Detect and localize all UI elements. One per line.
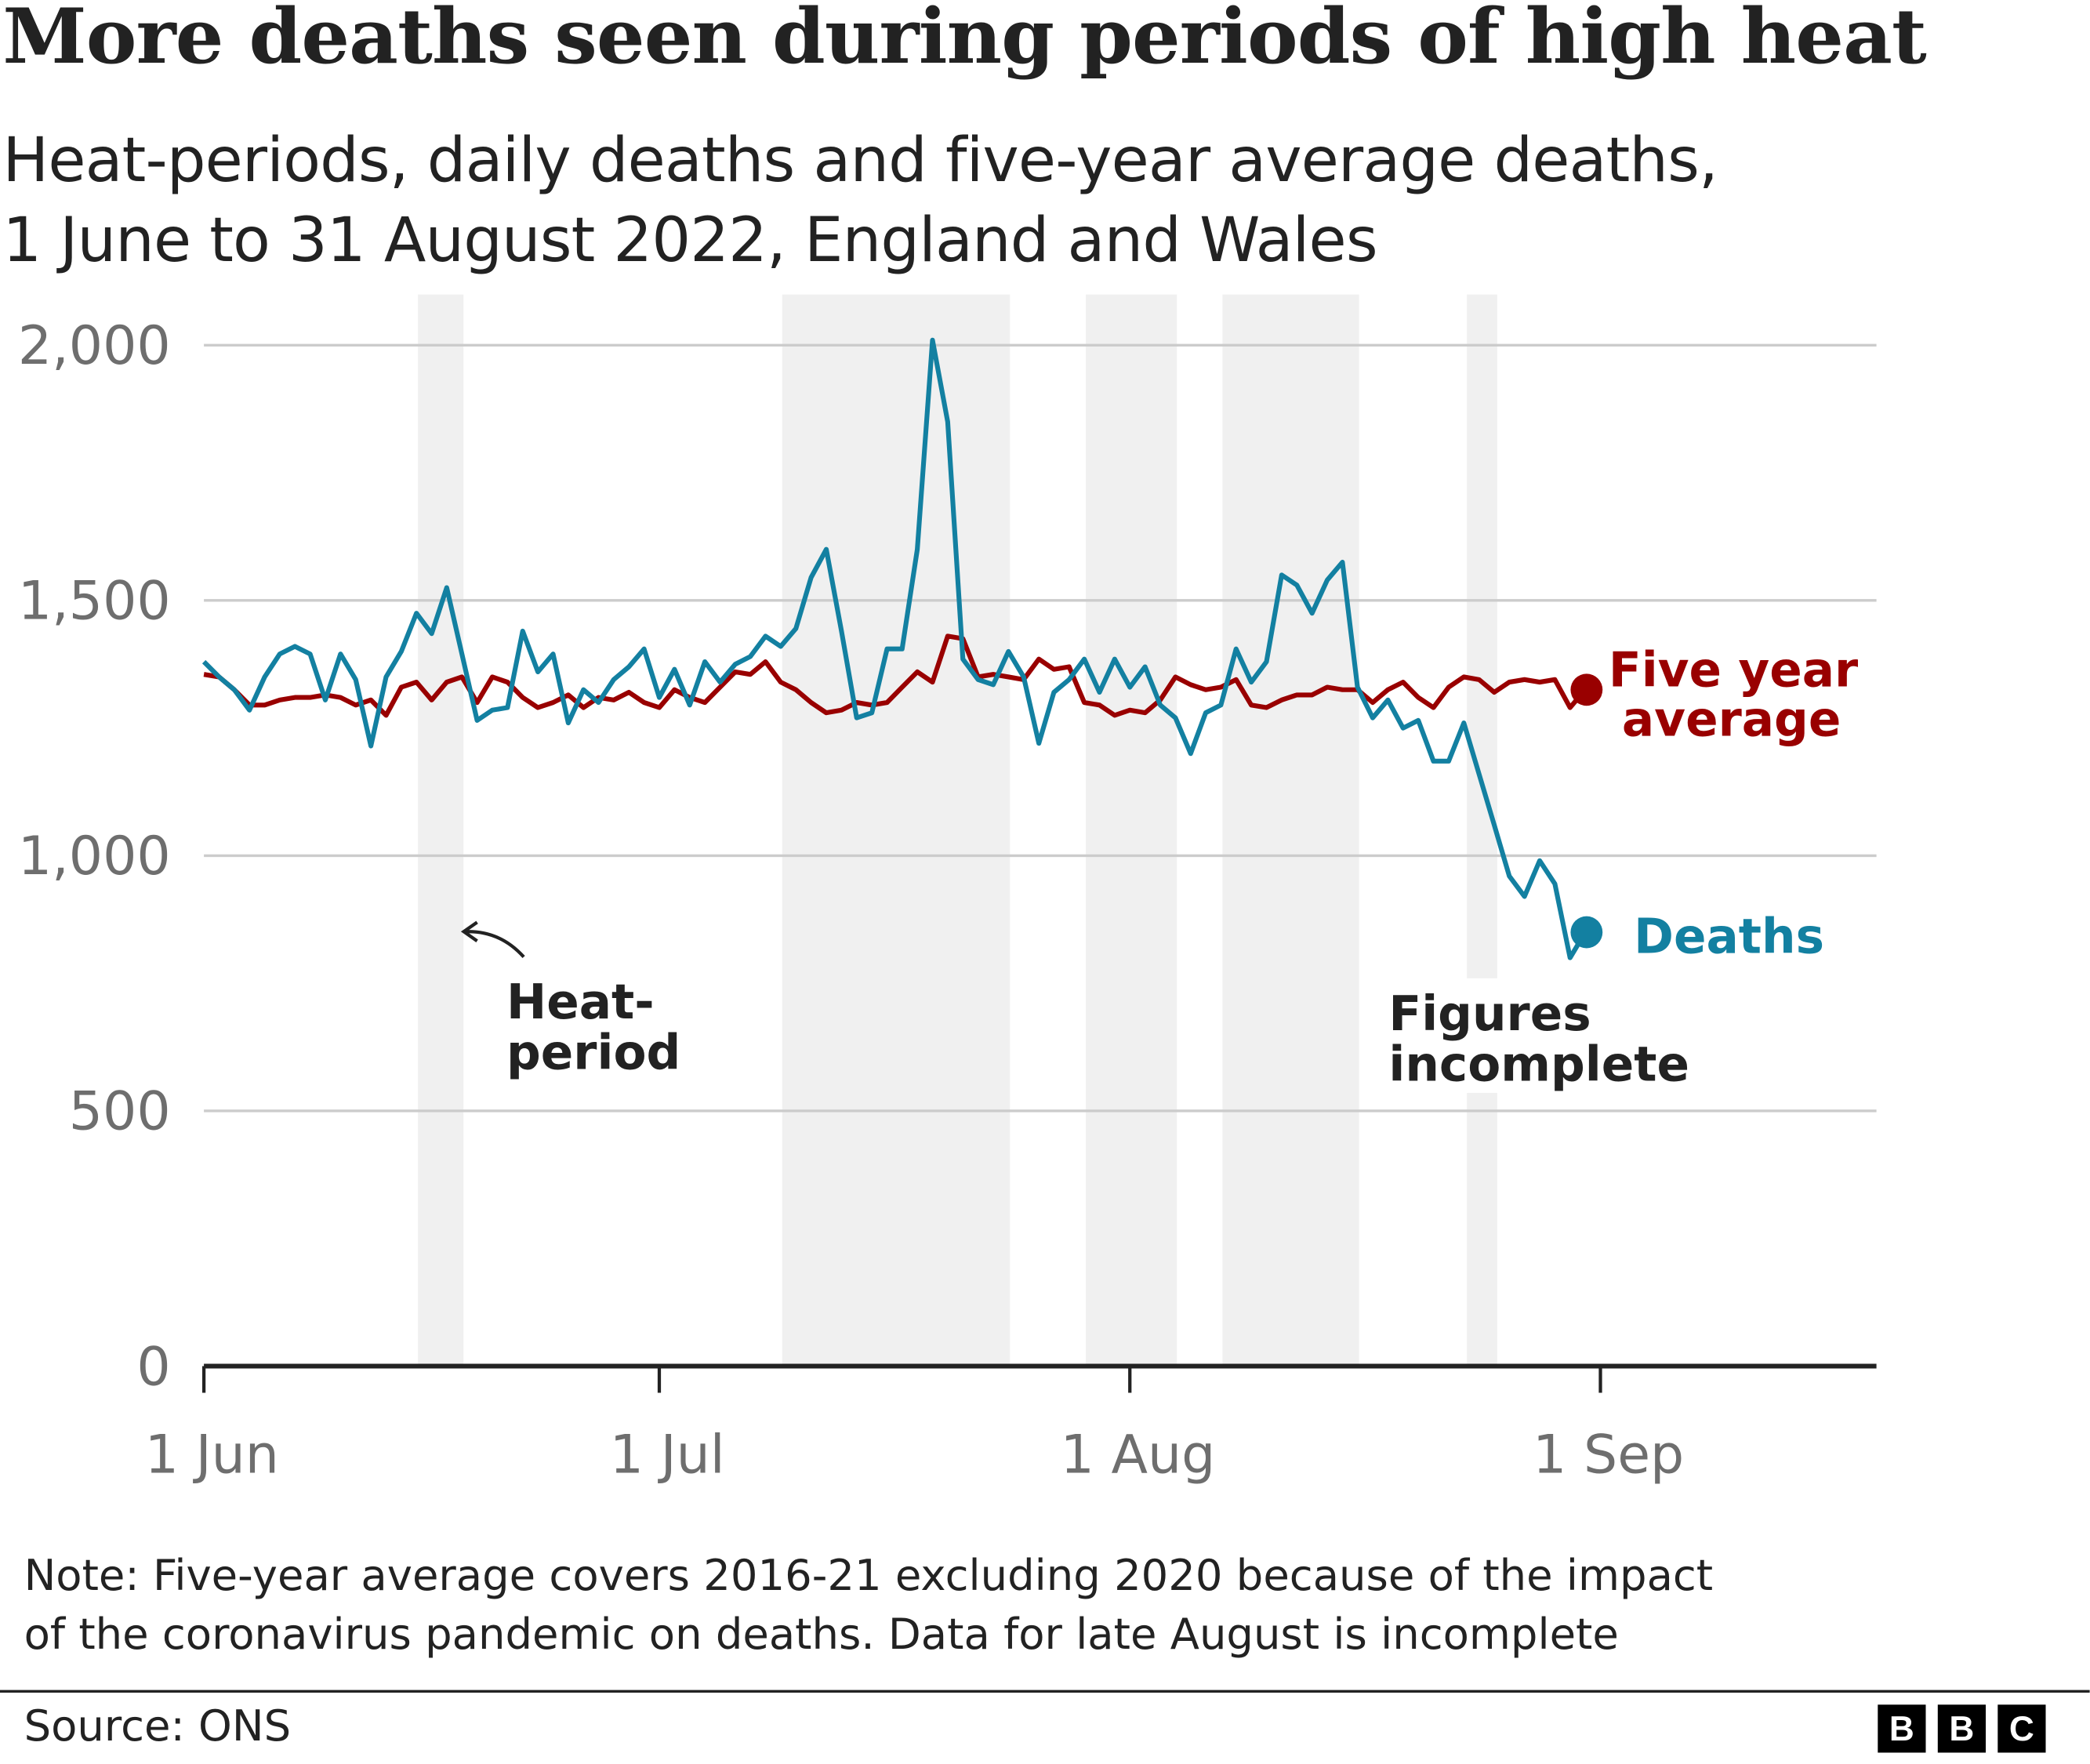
x-tick-label: 1 Jul [610, 1424, 725, 1486]
subtitle-line-1: Heat-periods, daily deaths and five-year… [2, 124, 1718, 196]
five-year-average-line [203, 633, 1587, 718]
heat-period-band [782, 294, 1011, 1367]
heat-period-label-line-1: Heat- [506, 975, 655, 1030]
logo-letter-b1: B [1878, 1704, 1926, 1753]
heat-period-band [418, 294, 464, 1367]
source-text: Source: ONS [24, 1700, 292, 1751]
x-tick-label: 1 Aug [1061, 1424, 1216, 1486]
subtitle-line-2: 1 June to 31 August 2022, England and Wa… [2, 204, 1377, 276]
deaths-end-dot [1570, 916, 1603, 949]
x-tick-label: 1 Jun [145, 1424, 279, 1486]
heat-period-arrow-icon [465, 930, 525, 959]
heat-period-band [1086, 294, 1177, 1367]
incomplete-band-upper [1467, 294, 1497, 978]
y-tick-label: 500 [69, 1081, 171, 1143]
x-tick-label: 1 Sep [1533, 1424, 1684, 1486]
heat-period-band [1222, 294, 1359, 1367]
deaths-label: Deaths [1634, 909, 1824, 965]
bbc-logo: B B C [1878, 1704, 2046, 1753]
footer-divider [0, 1690, 2090, 1693]
five-year-average-label-line-1: Five year [1609, 643, 1858, 699]
chart-subtitle: Heat-periods, daily deaths and five-year… [2, 120, 1718, 280]
chart-title: More deaths seen during periods of high … [2, 0, 1926, 82]
chart-note: Note: Five-year average covers 2016-21 e… [24, 1546, 1714, 1664]
incomplete-label-line-1: Figures [1388, 986, 1591, 1042]
y-tick-label: 2,000 [18, 315, 171, 377]
five-year-average-label-line-2: average [1622, 691, 1841, 747]
note-line-1: Note: Five-year average covers 2016-21 e… [24, 1550, 1714, 1601]
y-tick-label: 0 [136, 1336, 170, 1398]
arrow-head-icon [460, 920, 478, 942]
incomplete-label-line-2: incomplete [1388, 1037, 1689, 1093]
heat-period-label-line-2: period [506, 1025, 680, 1080]
deaths-line [201, 337, 1587, 960]
logo-letter-b2: B [1937, 1704, 1986, 1753]
y-tick-label: 1,000 [18, 826, 171, 887]
five-year-average-end-dot [1570, 673, 1603, 706]
logo-letter-c: C [1997, 1704, 2046, 1753]
y-tick-label: 1,500 [18, 571, 171, 633]
note-line-2: of the coronavirus pandemic on deaths. D… [24, 1608, 1619, 1660]
incomplete-band-lower [1467, 1093, 1497, 1367]
